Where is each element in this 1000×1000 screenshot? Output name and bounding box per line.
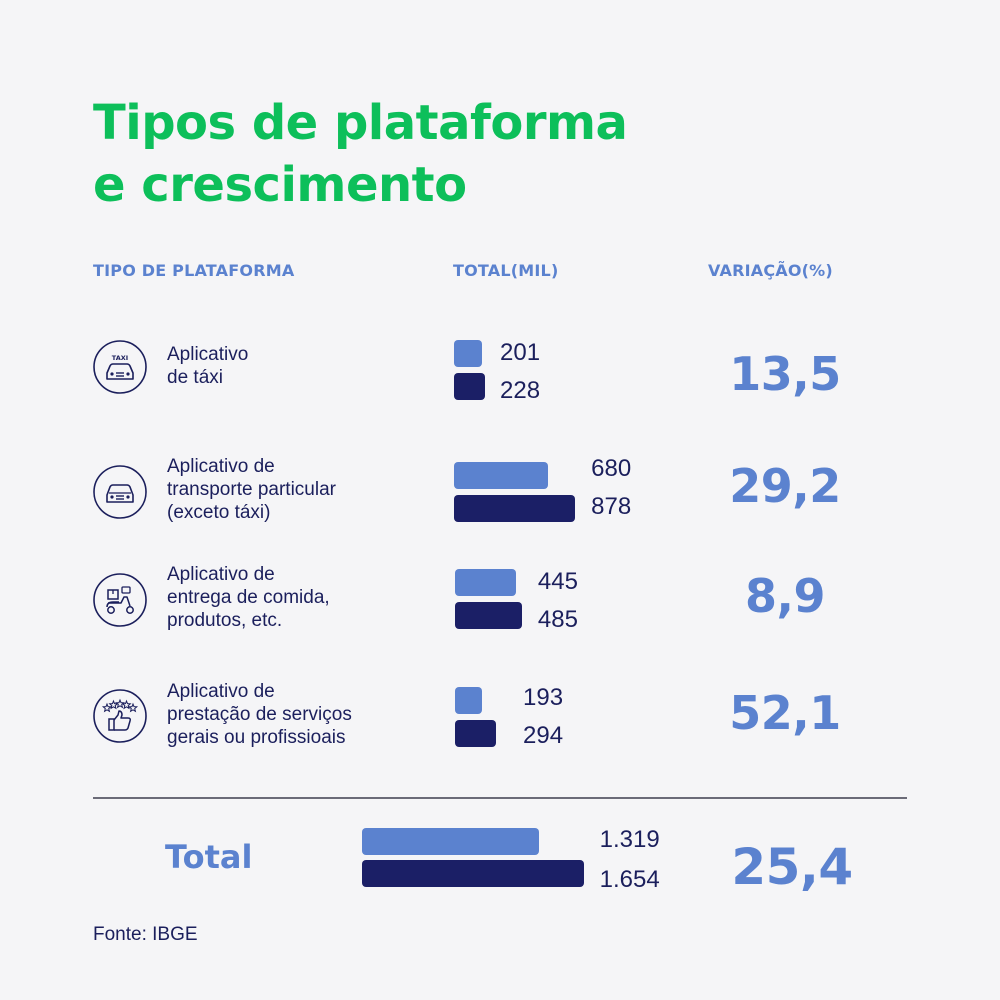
thumbs-up-stars-icon — [93, 689, 147, 743]
bar-before — [454, 462, 548, 489]
car-icon — [93, 465, 147, 519]
taxi-icon: TAXI — [93, 340, 147, 394]
platform-label: Aplicativo de entrega de comida, produto… — [167, 564, 330, 631]
value-before: 193 — [523, 684, 564, 711]
variation-value: 8,9 — [745, 569, 826, 623]
bar-before — [454, 340, 482, 367]
bar-after — [454, 495, 576, 522]
value-after: 485 — [537, 606, 578, 633]
variation-value: 29,2 — [729, 459, 841, 513]
variation-value: 52,1 — [729, 686, 841, 740]
delivery-scooter-icon — [93, 573, 147, 627]
value-before: 201 — [500, 339, 541, 366]
bar-after — [454, 373, 486, 400]
value-before: 445 — [537, 568, 578, 595]
total-variation-value: 25,4 — [731, 838, 853, 896]
bar-before — [455, 687, 482, 714]
source-note: Fonte: IBGE — [93, 924, 198, 945]
total-label: Total — [165, 838, 253, 876]
bar-after — [455, 602, 522, 629]
total-value-after: 1.654 — [599, 866, 660, 893]
platform-label: Aplicativo de prestação de serviços gera… — [167, 681, 352, 748]
platform-label: Aplicativo de táxi — [167, 344, 249, 388]
svg-text:TAXI: TAXI — [112, 354, 128, 362]
platform-label: Aplicativo de transporte particular (exc… — [167, 456, 336, 523]
title-line-2: e crescimento — [93, 157, 467, 213]
title-line-1: Tipos de plataforma — [93, 95, 628, 151]
bar-before — [455, 569, 517, 596]
value-after: 878 — [591, 493, 632, 520]
variation-value: 13,5 — [729, 347, 841, 401]
value-after: 228 — [500, 377, 541, 404]
bar-total-after — [362, 860, 584, 887]
bar-after — [455, 720, 496, 747]
value-before: 680 — [591, 455, 632, 482]
header-total: TOTAL(MIL) — [453, 261, 559, 280]
divider — [93, 797, 907, 799]
total-value-before: 1.319 — [599, 826, 660, 853]
bar-total-before — [362, 828, 539, 855]
header-type: TIPO DE PLATAFORMA — [93, 261, 295, 280]
header-variation: VARIAÇÃO(%) — [708, 261, 833, 280]
value-after: 294 — [523, 722, 564, 749]
chart-title: Tipos de plataforma e crescimento — [93, 92, 628, 216]
